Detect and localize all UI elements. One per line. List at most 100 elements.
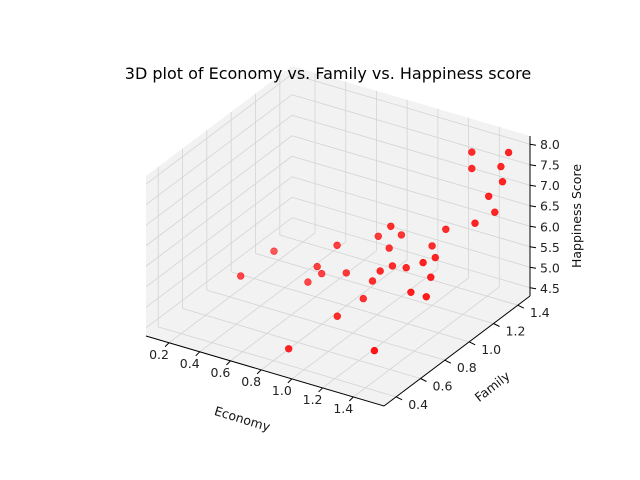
y-tick-label: 0.4 <box>408 397 428 412</box>
z-tick-label: 6.5 <box>540 199 560 214</box>
data-point <box>468 164 476 173</box>
data-point <box>491 208 499 216</box>
y-tick-label: 0.8 <box>457 360 477 375</box>
z-tick-mark <box>529 205 537 208</box>
y-tick-mark <box>444 359 452 364</box>
x-grid-floor <box>353 286 500 398</box>
x-tick-label: 1.4 <box>333 401 353 416</box>
x-tick-label: 0.8 <box>241 374 261 389</box>
data-point <box>471 219 479 227</box>
x-tick-mark <box>164 342 170 348</box>
x-tick-mark <box>195 351 201 357</box>
data-point <box>431 253 439 262</box>
z-grid-back <box>291 94 531 166</box>
z-tick-mark <box>529 143 537 146</box>
z-tick-label: 5.0 <box>540 260 560 275</box>
z-grid-side <box>145 94 293 206</box>
back-pane <box>292 66 530 296</box>
x-grid-floor <box>291 268 439 380</box>
y-grid-floor <box>231 271 470 343</box>
z-grid-back <box>291 217 531 289</box>
x-tick-mark <box>348 396 354 402</box>
x-grid-floor <box>322 277 469 389</box>
z-grid-side <box>145 176 293 288</box>
y-grid-floor <box>279 234 518 306</box>
y-grid-floor <box>158 326 397 398</box>
y-tick-mark <box>493 323 500 327</box>
x-grid-floor <box>199 241 346 353</box>
data-point <box>428 242 436 250</box>
z-tick-label: 7.5 <box>540 158 560 173</box>
data-point <box>270 247 278 255</box>
z-grid-back <box>291 73 531 145</box>
x-grid-floor <box>230 250 377 362</box>
grid-lines <box>145 72 531 398</box>
data-points <box>237 148 513 355</box>
y-tick-label: 1.4 <box>530 305 550 320</box>
data-point <box>374 232 382 241</box>
data-point <box>285 345 293 353</box>
z-tick-mark <box>529 164 537 167</box>
x-tick-mark <box>287 378 293 384</box>
z-grid-side <box>145 155 293 267</box>
chart-title: 3D plot of Economy vs. Family vs. Happin… <box>125 64 531 83</box>
x-tick-label: 1.2 <box>303 392 323 407</box>
x-tick-mark <box>226 360 231 366</box>
y-tick-mark <box>395 396 403 401</box>
data-point <box>498 178 507 186</box>
z-tick-label: 4.5 <box>540 281 560 296</box>
axis-panes <box>146 66 530 406</box>
data-point <box>387 222 395 231</box>
z-grid-side <box>145 73 293 185</box>
z-tick-mark <box>529 184 537 187</box>
axis-lines <box>145 136 537 407</box>
z-grid-side <box>145 217 293 329</box>
data-point <box>442 225 450 234</box>
z-tick-mark <box>529 287 537 290</box>
y-grid-floor <box>255 253 494 324</box>
data-point <box>388 262 397 270</box>
x-grid-floor <box>168 232 316 344</box>
z-tick-label: 7.0 <box>540 178 560 193</box>
data-point <box>237 272 245 280</box>
y-axis-line <box>383 295 531 407</box>
data-point <box>422 293 430 301</box>
data-point <box>385 244 393 252</box>
x-tick-label: 0.6 <box>211 365 231 380</box>
y-grid-floor <box>182 308 421 379</box>
data-point <box>427 273 435 281</box>
y-tick-mark <box>420 378 427 382</box>
z-grid-side <box>145 196 293 308</box>
data-point <box>333 312 341 320</box>
x-axis-label: Economy <box>213 403 273 434</box>
y-tick-label: 1.0 <box>481 342 501 357</box>
x-tick-mark <box>256 369 262 375</box>
y-tick-label: 1.2 <box>506 324 526 339</box>
data-point <box>497 162 505 171</box>
z-tick-label: 6.0 <box>540 219 560 234</box>
data-point <box>368 277 377 285</box>
z-tick-mark <box>529 246 537 249</box>
x-tick-label: 0.2 <box>149 347 169 362</box>
z-grid-side <box>145 135 293 247</box>
x-tick-mark <box>318 387 323 393</box>
y-tick-mark <box>468 341 476 346</box>
data-point <box>402 264 410 272</box>
data-point <box>376 267 384 275</box>
z-tick-mark <box>529 266 537 269</box>
z-grid-back <box>291 176 531 248</box>
z-tick-mark <box>529 225 537 228</box>
data-point <box>407 288 415 296</box>
data-point <box>342 269 350 277</box>
data-point <box>333 241 341 250</box>
data-point <box>485 192 493 201</box>
data-point <box>318 269 326 278</box>
z-axis-label: Happiness Score <box>569 164 584 268</box>
y-tick-mark <box>517 304 525 309</box>
tick-labels: 0.2 0.4 0.6 0.8 1.0 1.2 1.4 0.4 0.6 0.8 1.0 1.2 1.4 4… <box>149 137 560 416</box>
y-axis-label: Family <box>472 368 513 405</box>
y-tick-label: 0.6 <box>433 379 453 394</box>
x-tick-label: 0.4 <box>180 356 200 371</box>
z-tick-label: 8.0 <box>540 137 560 152</box>
